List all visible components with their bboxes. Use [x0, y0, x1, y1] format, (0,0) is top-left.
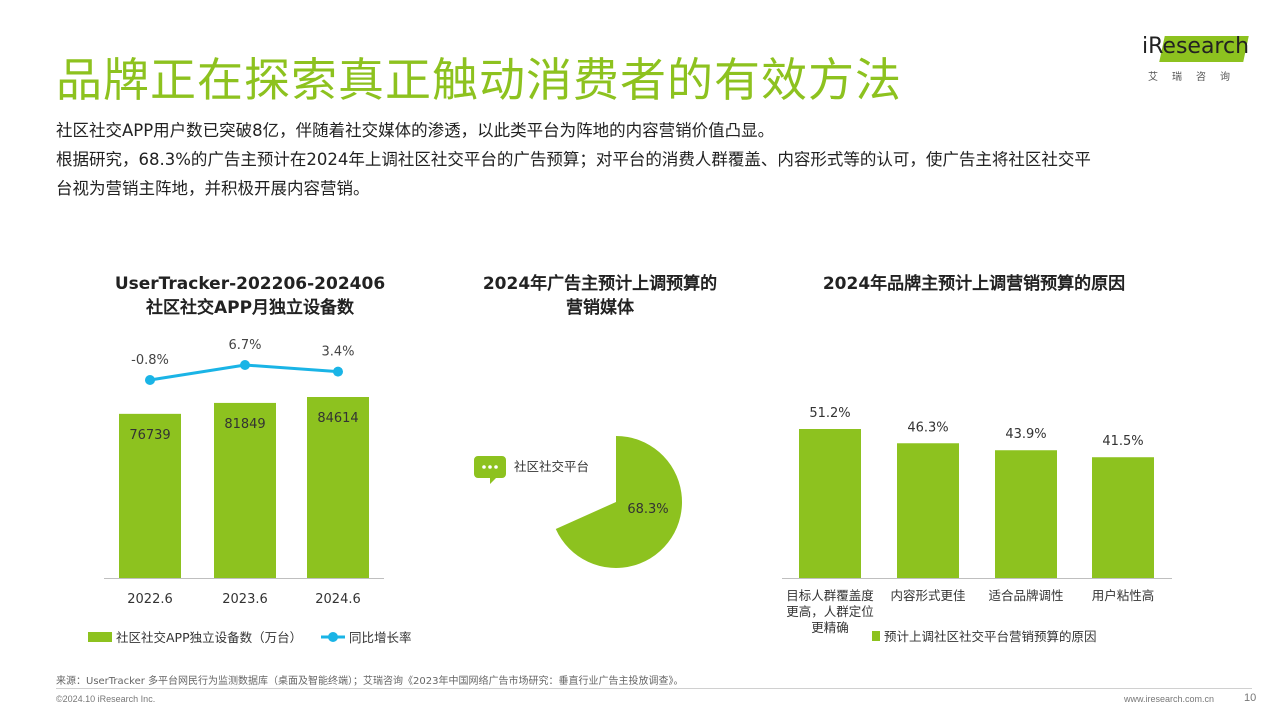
- footer-divider: [56, 688, 1252, 689]
- bar-device-2024.6: [307, 397, 369, 578]
- chart1-title-line-1: UserTracker-202206-202406: [114, 274, 386, 294]
- x-tick-label: 更精确: [811, 620, 849, 635]
- description: 社区社交APP用户数已突破8亿，伴随着社交媒体的渗透，以此类平台为阵地的内容营销…: [56, 116, 1236, 203]
- legend-label: 预计上调社区社交平台营销预算的原因: [884, 629, 1097, 644]
- bar-reason-2: [897, 443, 959, 578]
- bar-device-2022.6: [119, 413, 181, 578]
- chart2-title-line-1: 2024年广告主预计上调预算的: [482, 274, 718, 294]
- bar-value-label: 76739: [129, 428, 170, 443]
- iresearch-logo: iResearch 艾瑞咨询: [1140, 34, 1250, 88]
- bar-value-label: 81849: [224, 417, 265, 432]
- logo-subtitle: 艾瑞咨询: [1148, 72, 1244, 83]
- page-title: 品牌正在探索真正触动消费者的有效方法: [56, 53, 902, 107]
- x-tick-label: 更高，人群定位: [786, 604, 874, 619]
- bar-device-2023.6: [214, 402, 276, 578]
- x-tick-label: 适合品牌调性: [988, 588, 1063, 603]
- website: www.iresearch.com.cn: [1124, 694, 1215, 704]
- x-tick-label: 2024.6: [315, 592, 361, 607]
- bar-value-label: 51.2%: [809, 406, 850, 421]
- legend-swatch-bar: [88, 632, 112, 642]
- growth-rate-point: [145, 375, 155, 385]
- chart1-title: UserTracker-202206-202406 社区社交APP月独立设备数: [90, 272, 410, 320]
- description-line-2: 根据研究，68.3%的广告主预计在2024年上调社区社交平台的广告预算；对平台的…: [56, 150, 1091, 169]
- legend-label-line: 同比增长率: [349, 630, 412, 645]
- pie-category-label: 社区社交平台: [514, 459, 589, 474]
- legend-swatch: [872, 631, 880, 641]
- pie-slice-social-platform: [555, 436, 682, 569]
- x-tick-label: 2023.6: [222, 592, 268, 607]
- description-line-3: 台视为营销主阵地，并积极开展内容营销。: [56, 179, 370, 198]
- copyright: ©2024.10 iResearch Inc.: [56, 694, 156, 704]
- chart2-title-line-2: 营销媒体: [566, 298, 634, 318]
- growth-rate-point: [333, 366, 343, 377]
- logo-text: iResearch: [1142, 34, 1250, 59]
- description-line-1: 社区社交APP用户数已突破8亿，伴随着社交媒体的渗透，以此类平台为阵地的内容营销…: [56, 121, 775, 140]
- growth-rate-label: -0.8%: [131, 353, 169, 368]
- growth-rate-point: [240, 360, 250, 370]
- x-tick-label: 用户粘性高: [1092, 588, 1155, 603]
- bar-value-label: 84614: [317, 411, 358, 426]
- chat-bubble-icon: [474, 456, 506, 484]
- bar-value-label: 41.5%: [1102, 434, 1143, 449]
- chart1-title-line-2: 社区社交APP月独立设备数: [145, 298, 355, 318]
- bar-reason-4: [1092, 457, 1154, 578]
- legend-swatch-line-dot: [328, 632, 338, 642]
- x-tick-label: 目标人群覆盖度: [786, 588, 874, 603]
- bar-reason-3: [995, 450, 1057, 578]
- bar-value-label: 46.3%: [907, 420, 948, 435]
- growth-rate-label: 3.4%: [321, 345, 354, 360]
- chart3-title: 2024年品牌主预计上调营销预算的原因: [774, 272, 1174, 296]
- bar-reason-1: [799, 429, 861, 578]
- x-tick-label: 2022.6: [127, 592, 173, 607]
- x-tick-label: 内容形式更佳: [890, 588, 965, 603]
- source-note: 来源：UserTracker 多平台网民行为监测数据库（桌面及智能终端）；艾瑞咨…: [56, 676, 684, 687]
- chart2-title: 2024年广告主预计上调预算的 营销媒体: [440, 272, 760, 320]
- chart3-title-line-1: 2024年品牌主预计上调营销预算的原因: [822, 274, 1126, 294]
- legend-label-bar: 社区社交APP独立设备数（万台）: [116, 630, 302, 645]
- page-number: 10: [1244, 692, 1257, 704]
- growth-rate-label: 6.7%: [228, 338, 261, 353]
- pie-slice-label: 68.3%: [627, 502, 668, 517]
- bar-value-label: 43.9%: [1005, 427, 1046, 442]
